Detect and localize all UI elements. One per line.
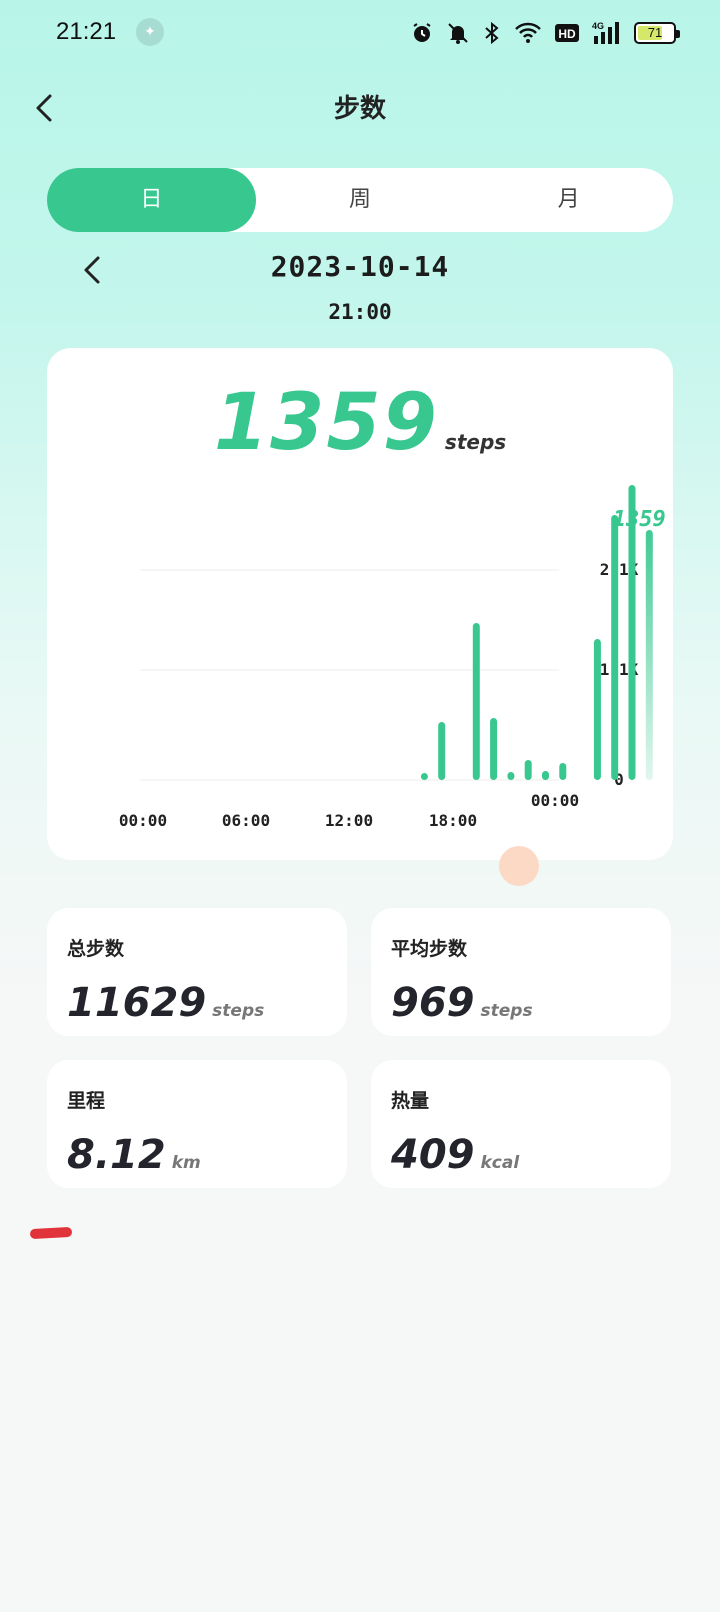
x-tick-label: 12:00 [325, 811, 373, 830]
status-bar: 21:21 ✦ HD 4G 71 [0, 0, 720, 66]
stat-card-total-steps: 总步数 11629 steps [47, 908, 347, 1036]
red-marker [29, 1226, 73, 1240]
battery-level: 71 [647, 25, 663, 40]
current-steps: 1359 steps [47, 378, 673, 468]
tab-week[interactable]: 周 [349, 187, 372, 212]
bar [645, 530, 653, 780]
status-time: 21:21 [56, 18, 117, 45]
stat-card-distance: 里程 8.12 km [47, 1060, 347, 1188]
mute-icon [446, 21, 470, 45]
date-row: 2023-10-14 [0, 246, 720, 296]
signal-4g-icon: 4G [592, 20, 622, 46]
bar [542, 771, 549, 780]
stat-unit: kcal [480, 1153, 520, 1173]
chart-scrub-handle[interactable] [499, 846, 539, 886]
stat-card-calories: 热量 409 kcal [371, 1060, 671, 1188]
bar [490, 718, 498, 780]
bar [559, 763, 567, 780]
x-tick-label: 00:00 [531, 791, 579, 810]
chevron-left-icon [84, 256, 100, 284]
alarm-icon [410, 21, 434, 45]
bar [507, 772, 515, 780]
stat-label: 里程 [67, 1090, 106, 1112]
period-tabs: 日 周 月 [47, 168, 673, 232]
stat-value: 8.12 [67, 1132, 166, 1178]
back-arrow-icon [36, 94, 52, 122]
bluetooth-icon [482, 21, 502, 45]
current-steps-unit: steps [444, 430, 507, 454]
hd-label: HD [558, 27, 576, 41]
selected-time: 21:00 [328, 300, 392, 324]
current-steps-value: 1359 [213, 378, 439, 468]
tab-month[interactable]: 月 [557, 187, 580, 212]
bar [628, 485, 636, 780]
battery-fill [638, 26, 663, 40]
bar [524, 760, 532, 780]
page-title: 步数 [333, 94, 386, 124]
network-label: 4G [592, 21, 604, 31]
bar [420, 773, 428, 780]
selected-bar-label: 1359 [613, 507, 666, 532]
status-icons: HD 4G 71 [410, 18, 680, 48]
stat-label: 平均步数 [391, 938, 468, 960]
stat-card-average-steps: 平均步数 969 steps [371, 908, 671, 1036]
battery-icon: 71 [634, 22, 680, 44]
bar [472, 623, 480, 780]
stat-label: 热量 [391, 1090, 430, 1112]
stat-value: 11629 [67, 980, 207, 1026]
wifi-icon [514, 21, 542, 45]
tab-day[interactable]: 日 [47, 168, 256, 232]
bar [611, 515, 619, 780]
previous-date-button[interactable] [78, 252, 110, 288]
header: 步数 [0, 80, 720, 136]
chart-card: 1359 steps 2.1K 1.1K 0 1359 00:00 06:00 12:00 18… [47, 348, 673, 860]
x-tick-label: 18:00 [429, 811, 477, 830]
x-tick-label: 06:00 [222, 811, 270, 830]
y-tick-label: 0 [614, 770, 624, 789]
app-notification-icon: ✦ [136, 18, 164, 46]
selected-date: 2023-10-14 [270, 250, 450, 283]
stat-label: 总步数 [67, 938, 125, 960]
stat-unit: steps [480, 1001, 533, 1021]
bar [438, 722, 446, 780]
stat-unit: steps [212, 1001, 265, 1021]
stat-unit: km [171, 1153, 201, 1173]
bar [593, 639, 601, 780]
back-button[interactable] [28, 90, 64, 126]
stat-value: 409 [391, 1132, 475, 1178]
stat-value: 969 [391, 980, 475, 1026]
x-tick-label: 00:00 [119, 811, 167, 830]
hd-icon: HD [554, 22, 580, 44]
